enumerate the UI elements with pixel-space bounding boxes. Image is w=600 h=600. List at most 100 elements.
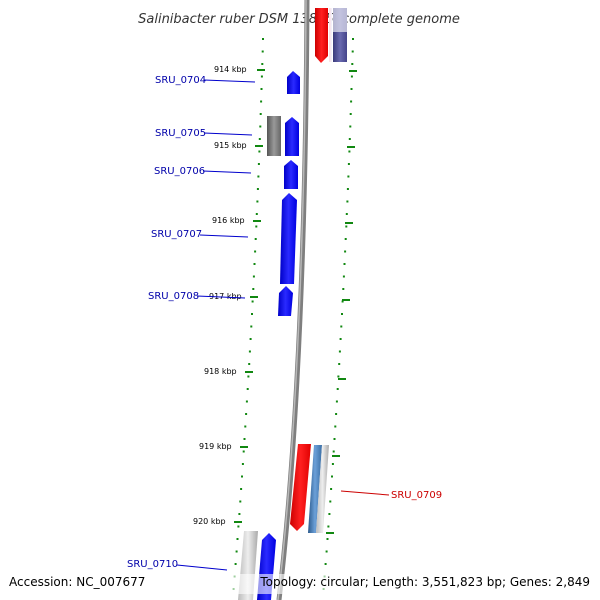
ring-dot [340,325,343,328]
gene-sru-0704 [287,71,300,94]
gene-label-sru-0704[interactable]: SRU_0704 [155,75,206,86]
ring-dot [344,238,347,240]
ring-dot [251,300,254,303]
label-sru-0707[interactable]: SRU_0707 [151,229,249,240]
ring-dot [256,188,259,190]
footer-topology: Topology: circular; Length: 3,551,823 bp… [259,575,590,589]
ring-dot [328,513,331,515]
ring-dot [259,125,262,128]
ring-dot [352,38,354,40]
ring-dot [351,50,354,53]
ring-dot [350,75,353,78]
gene-label-sru-0705[interactable]: SRU_0705 [155,128,206,139]
ring-dot [335,400,338,403]
ring-dot [249,338,252,340]
ring-dot [335,413,338,415]
ring-dot [338,363,341,365]
gene-label-sru-0710[interactable]: SRU_0710 [127,559,178,570]
gene-label-sru-0707[interactable]: SRU_0707 [151,229,202,240]
ring-dot [254,250,257,253]
tick-918: 918 kbp [204,367,253,376]
ring-dot [258,138,261,140]
tick-915: 915 kbp [214,141,263,150]
ring-dot [331,475,333,478]
ring-dot [243,438,246,440]
ring-dot [332,450,335,453]
ring-dot [247,375,250,378]
ring-dot [327,525,330,528]
label-sru-0706[interactable]: SRU_0706 [154,166,252,177]
ring-dot [257,175,260,178]
ring-dot [336,388,339,390]
ring-dot [331,463,334,465]
feature-pale-top-2 [333,8,347,32]
ring-dot [350,88,353,90]
ring-dot [338,350,341,353]
label-sru-0709[interactable]: SRU_0709 [340,490,442,501]
tick-label-914: 914 kbp [214,65,247,74]
ring-dot [325,550,328,553]
ring-dot [239,500,242,503]
ring-dot [255,225,258,228]
ring-dot [244,425,247,428]
tick-label-920: 920 kbp [193,517,226,526]
ring-dot [260,75,263,78]
tick-919: 919 kbp [199,442,248,451]
ring-dot [260,88,263,90]
ring-dot [238,513,241,515]
ring-dot [235,550,238,553]
ring-dot [251,313,253,315]
ring-dot [260,100,263,103]
gene-sru-0705 [285,117,299,156]
ring-dot [257,163,260,165]
ring-dot [345,225,348,228]
ring-dot [347,163,350,165]
tick-917: 917 kbp [209,292,258,301]
ring-dot [348,150,351,153]
ring-dot [253,263,256,265]
ring-dot [347,175,350,178]
ring-dot [349,125,352,128]
ring-dot [345,213,348,215]
ring-dot [346,188,349,190]
tick-label-918: 918 kbp [204,367,237,376]
outer-ring-dots [322,38,354,590]
label-sru-0710[interactable]: SRU_0710 [127,559,228,571]
ring-dot [236,538,239,540]
ring-dot [346,200,349,203]
ring-dot [256,200,259,203]
tick-label-916: 916 kbp [212,216,245,225]
footer-backdrop [0,574,600,594]
label-sru-0708[interactable]: SRU_0708 [148,291,246,302]
ring-dot [242,450,245,453]
gene-label-sru-0708[interactable]: SRU_0708 [148,291,199,302]
ring-dot [241,463,244,465]
gene-sru-0708 [278,286,293,316]
ring-dot [342,275,345,278]
label-sru-0704[interactable]: SRU_0704 [155,75,256,86]
ring-dot [259,113,262,115]
genome-backbone-highlight [277,0,307,600]
ring-dot [250,325,253,328]
ring-dot [350,100,353,103]
ring-dot [248,350,251,353]
feature-steel-0709 [308,445,322,533]
label-sru-0705[interactable]: SRU_0705 [155,128,253,139]
genome-backbone [276,0,310,600]
ring-dot [252,275,255,278]
ring-dot [240,488,243,490]
ring-dot [324,563,327,565]
gene-label-sru-0706[interactable]: SRU_0706 [154,166,205,177]
ring-dot [343,263,346,265]
footer-accession: Accession: NC_007677 [9,575,145,589]
ring-dot [237,525,240,528]
ring-dot [246,388,249,390]
ring-dot [333,438,336,440]
gene-label-sru-0709[interactable]: SRU_0709 [391,490,442,501]
ring-dot [258,150,261,153]
ring-dot [341,313,343,315]
ring-dot [344,250,347,253]
ring-dot [351,63,354,65]
tick-label-917: 917 kbp [209,292,242,301]
